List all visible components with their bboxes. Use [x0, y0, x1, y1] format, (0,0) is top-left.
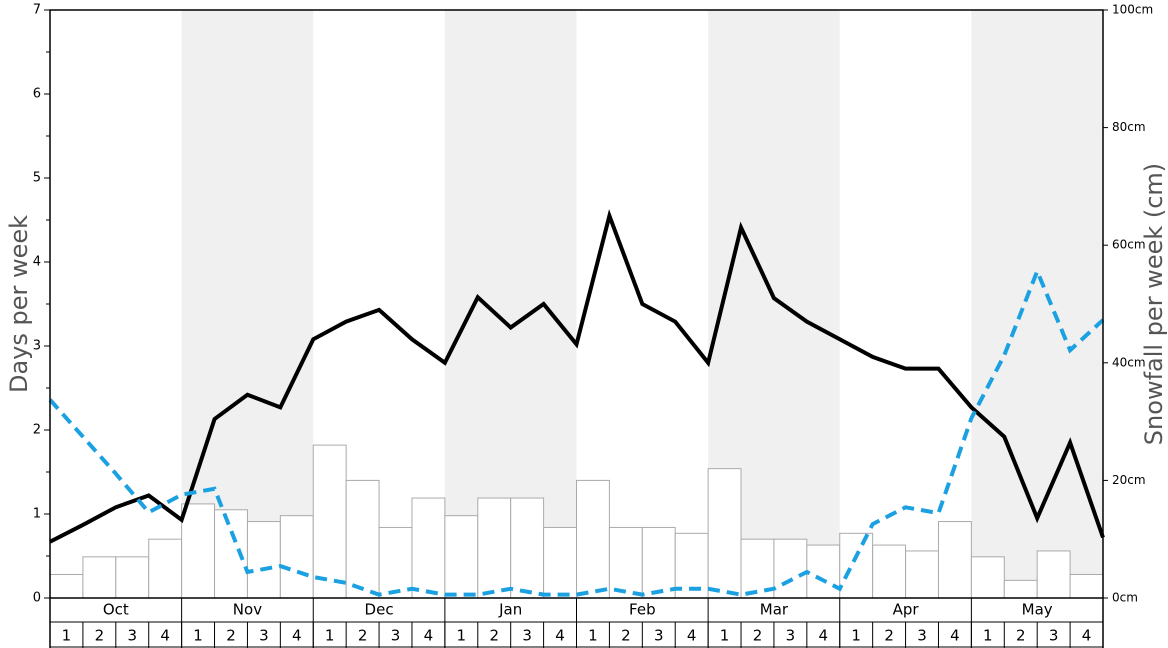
x-tick-label: 1: [457, 627, 467, 645]
bar: [1003, 579, 1038, 599]
bar: [872, 544, 907, 599]
y-tick-label: 0: [33, 591, 41, 606]
bar: [576, 479, 610, 599]
bar: [444, 515, 479, 599]
x-tick-label: 1: [62, 627, 72, 645]
bar: [411, 497, 446, 599]
month-band: [971, 10, 1103, 598]
x-tick-label: 1: [851, 627, 861, 645]
x-tick-label: 4: [819, 627, 829, 645]
line: [49, 209, 1105, 544]
x-tick-label: 1: [720, 627, 730, 645]
bar: [543, 526, 577, 599]
month-band: [181, 10, 314, 598]
month-label: May: [1022, 601, 1053, 619]
y-tick-label: 2: [33, 423, 41, 438]
x-tick-label: 4: [160, 627, 170, 645]
month-label: Jan: [498, 601, 522, 619]
x-tick-label: 3: [522, 627, 532, 645]
x-tick-label: 2: [621, 627, 631, 645]
y-tick-label: 6: [33, 87, 41, 102]
x-tick-label: 3: [259, 627, 269, 645]
bar: [279, 515, 314, 599]
x-tick-label: 4: [424, 627, 434, 645]
y2-tick-label: 40cm: [1112, 355, 1146, 369]
x-tick-label: 4: [1082, 627, 1092, 645]
x-tick-label: 3: [391, 627, 401, 645]
bar: [707, 468, 742, 599]
line: [48, 265, 1105, 597]
x-tick-label: 2: [884, 627, 894, 645]
bar: [510, 497, 545, 599]
y-tick-label: 5: [33, 171, 41, 186]
x-tick-label: 1: [983, 627, 993, 645]
bar: [1036, 550, 1071, 599]
month-label: Oct: [103, 601, 129, 619]
month-label: Feb: [629, 601, 656, 619]
x-tick-label: 1: [325, 627, 335, 645]
y-tick-label: 1: [33, 507, 41, 522]
x-tick-label: 4: [950, 627, 960, 645]
bar: [82, 556, 117, 599]
month-label: Mar: [760, 601, 789, 619]
bar: [1069, 573, 1104, 599]
x-tick-label: 2: [753, 627, 763, 645]
bar: [641, 526, 676, 599]
bar: [905, 550, 939, 599]
bar: [214, 509, 248, 599]
x-tick-label: 3: [786, 627, 796, 645]
y2-tick-label: 100cm: [1112, 3, 1153, 17]
x-tick-label: 2: [1016, 627, 1026, 645]
bar: [148, 538, 183, 599]
bar: [608, 526, 643, 599]
x-tick-label: 4: [292, 627, 302, 645]
bar: [312, 444, 347, 599]
bar: [115, 556, 150, 599]
y2-tick-label: 60cm: [1112, 238, 1146, 252]
y2-tick-label: 80cm: [1112, 120, 1146, 134]
x-tick-label: 3: [127, 627, 137, 645]
y-tick-label: 4: [33, 255, 41, 270]
x-tick-label: 2: [358, 627, 368, 645]
x-tick-label: 3: [1049, 627, 1059, 645]
y2-tick-label: 20cm: [1112, 473, 1146, 487]
bar: [345, 479, 380, 599]
month-label: Apr: [893, 601, 920, 619]
month-label: Nov: [233, 601, 262, 619]
bar: [970, 556, 1005, 599]
month-label: Dec: [365, 601, 394, 619]
x-tick-label: 1: [588, 627, 598, 645]
x-tick-label: 2: [226, 627, 236, 645]
x-tick-label: 3: [654, 627, 664, 645]
bar: [806, 544, 841, 599]
bar: [181, 503, 216, 599]
bar: [246, 521, 281, 599]
x-tick-label: 4: [555, 627, 565, 645]
x-tick-label: 4: [687, 627, 697, 645]
bar: [839, 532, 874, 599]
y-axis-title: Days per week: [5, 215, 33, 393]
x-tick-label: 2: [95, 627, 105, 645]
x-tick-label: 3: [917, 627, 927, 645]
x-tick-label: 2: [489, 627, 499, 645]
bar: [378, 526, 413, 599]
bar: [49, 573, 84, 599]
bar: [477, 497, 512, 599]
bar: [937, 521, 972, 599]
bar: [773, 538, 808, 599]
y2-axis-title: Snowfall per week (cm): [1140, 163, 1168, 445]
x-tick-label: 1: [193, 627, 203, 645]
y-tick-label: 7: [33, 3, 41, 18]
y-tick-label: 3: [33, 339, 41, 354]
y2-tick-label: 0cm: [1112, 591, 1138, 605]
